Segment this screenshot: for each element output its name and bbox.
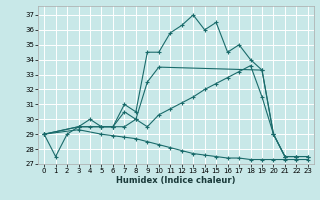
X-axis label: Humidex (Indice chaleur): Humidex (Indice chaleur) [116, 176, 236, 185]
